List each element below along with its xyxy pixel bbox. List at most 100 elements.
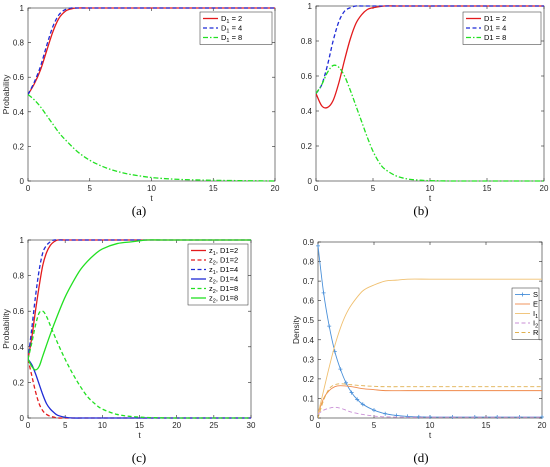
x-tick-label: 15 xyxy=(482,421,491,430)
legend: z1, D1=2z2, D1=2z1, D1=4z2, D1=4z2, D1=8… xyxy=(187,243,249,306)
legend-label: z1, D1=2 xyxy=(209,246,238,257)
x-tick-label: 0 xyxy=(316,421,321,430)
data-point-marker xyxy=(327,324,332,329)
legend-label: D1 = 4 xyxy=(484,24,506,33)
y-tick-label: 0.4 xyxy=(13,343,25,352)
legend-label: S xyxy=(533,290,538,299)
y-tick-label: 0 xyxy=(20,177,25,186)
y-tick-label: 0.4 xyxy=(303,336,315,345)
y-tick-label: 0.2 xyxy=(13,378,25,387)
data-point-marker xyxy=(372,408,376,413)
y-tick-label: 0.6 xyxy=(13,73,25,82)
y-tick-label: 0.9 xyxy=(303,238,315,247)
x-tick-label: 30 xyxy=(247,421,256,430)
y-axis-label: Probability xyxy=(1,74,11,114)
data-point-marker xyxy=(321,290,326,295)
x-tick-label: 15 xyxy=(209,184,218,193)
caption-b: (b) xyxy=(413,203,428,218)
y-tick-label: 0.6 xyxy=(303,297,315,306)
y-tick-label: 0.2 xyxy=(301,142,313,151)
legend-label: D1 = 2 xyxy=(221,14,242,25)
y-tick-label: 0.8 xyxy=(13,272,25,281)
y-tick-label: 0 xyxy=(20,414,25,423)
x-tick-label: 10 xyxy=(426,421,435,430)
x-tick-label: 0 xyxy=(314,184,319,193)
y-tick-label: 1 xyxy=(20,4,25,13)
data-point-marker xyxy=(540,415,544,420)
legend: D1 = 2D1 = 4D1 = 8 xyxy=(462,11,542,45)
y-axis-label: Probability xyxy=(1,308,11,348)
legend-label: z2, D1=4 xyxy=(209,275,238,286)
series-line-6 xyxy=(28,239,251,371)
panel-a: 0 5 10 15 20 0 0.2 0.4 0.6 0.8 1 t Probability D1 = 2… xyxy=(1,4,280,203)
x-axis-label: t xyxy=(429,193,432,203)
x-tick-label: 0 xyxy=(26,421,31,430)
legend-label: D1 = 4 xyxy=(221,24,242,35)
data-point-marker xyxy=(344,380,348,385)
legend-box xyxy=(187,243,249,306)
x-tick-label: 10 xyxy=(147,184,156,193)
legend-label: I2 xyxy=(533,319,538,330)
panel-d: 0 5 10 15 20 0 0.1 0.2 0.3 0.4 0.5 0.6 0.7 0.8 0.9 t Den… xyxy=(291,238,547,440)
legend-label: I1 xyxy=(533,309,538,320)
y-tick-label: 1 xyxy=(20,236,25,245)
legend-label: D1 = 8 xyxy=(484,33,506,42)
caption-c: (c) xyxy=(132,450,146,465)
series-line-2 xyxy=(316,5,544,94)
y-tick-label: 0.3 xyxy=(303,355,315,364)
y-axis-label: Density xyxy=(291,315,301,344)
series-line-3 xyxy=(318,278,542,415)
y-tick-label: 0.5 xyxy=(303,316,315,325)
x-tick-label: 15 xyxy=(135,421,144,430)
x-tick-label: 5 xyxy=(63,421,68,430)
y-tick-label: 0.2 xyxy=(303,375,315,384)
x-tick-label: 20 xyxy=(172,421,181,430)
y-tick-label: 0.2 xyxy=(13,142,25,151)
panel-b: 0 5 10 15 20 0 0.2 0.4 0.6 0.8 1 t D1 = 2D1 = 4D1 = … xyxy=(301,2,549,203)
legend-label: D1 = 2 xyxy=(484,14,506,23)
series-line-2 xyxy=(318,385,542,415)
legend: D1 = 2D1 = 4D1 = 8 xyxy=(199,11,273,45)
y-tick-label: 1 xyxy=(308,2,313,11)
legend-label: R xyxy=(533,328,539,337)
y-tick-label: 0.6 xyxy=(301,72,313,81)
y-tick-label: 0.8 xyxy=(303,258,315,267)
data-point-marker xyxy=(383,411,388,416)
y-tick-label: 0.7 xyxy=(303,277,315,286)
x-tick-label: 5 xyxy=(371,184,376,193)
y-tick-label: 0.4 xyxy=(301,107,313,116)
series-line-3 xyxy=(316,64,544,182)
data-point-marker xyxy=(316,243,320,248)
x-tick-label: 5 xyxy=(88,184,93,193)
legend-label: z2, D1=2 xyxy=(209,256,238,267)
legend-label: z2, D1=8 xyxy=(209,284,238,295)
x-tick-label: 5 xyxy=(372,421,377,430)
y-tick-label: 0.8 xyxy=(301,37,313,46)
x-axis-label: t xyxy=(150,193,153,203)
plot-area xyxy=(317,241,543,419)
panel-c: 0 5 10 15 20 25 30 0 0.2 0.4 0.6 0.8 1 t Probability z1… xyxy=(1,236,256,440)
y-tick-label: 0.8 xyxy=(13,39,25,48)
legend-label: E xyxy=(533,300,538,309)
caption-a: (a) xyxy=(132,203,146,218)
legend-marker xyxy=(520,292,525,297)
data-point-marker xyxy=(349,390,354,395)
y-tick-label: 0.4 xyxy=(13,108,25,117)
x-tick-label: 20 xyxy=(271,184,280,193)
series-line-5 xyxy=(28,310,251,419)
caption-d: (d) xyxy=(413,450,428,465)
x-axis-label: t xyxy=(138,430,141,440)
x-tick-label: 0 xyxy=(26,184,31,193)
legend-label: D1 = 8 xyxy=(221,33,242,44)
legend-label: z2, D1=8 xyxy=(209,294,238,305)
data-point-marker xyxy=(405,414,410,419)
x-axis-label: t xyxy=(429,430,432,440)
data-point-marker xyxy=(355,397,360,402)
x-tick-label: 15 xyxy=(483,184,492,193)
series-line-3 xyxy=(28,93,275,182)
x-tick-label: 20 xyxy=(540,184,549,193)
x-tick-label: 10 xyxy=(98,421,107,430)
x-tick-label: 25 xyxy=(209,421,218,430)
y-tick-label: 0.1 xyxy=(303,394,315,403)
